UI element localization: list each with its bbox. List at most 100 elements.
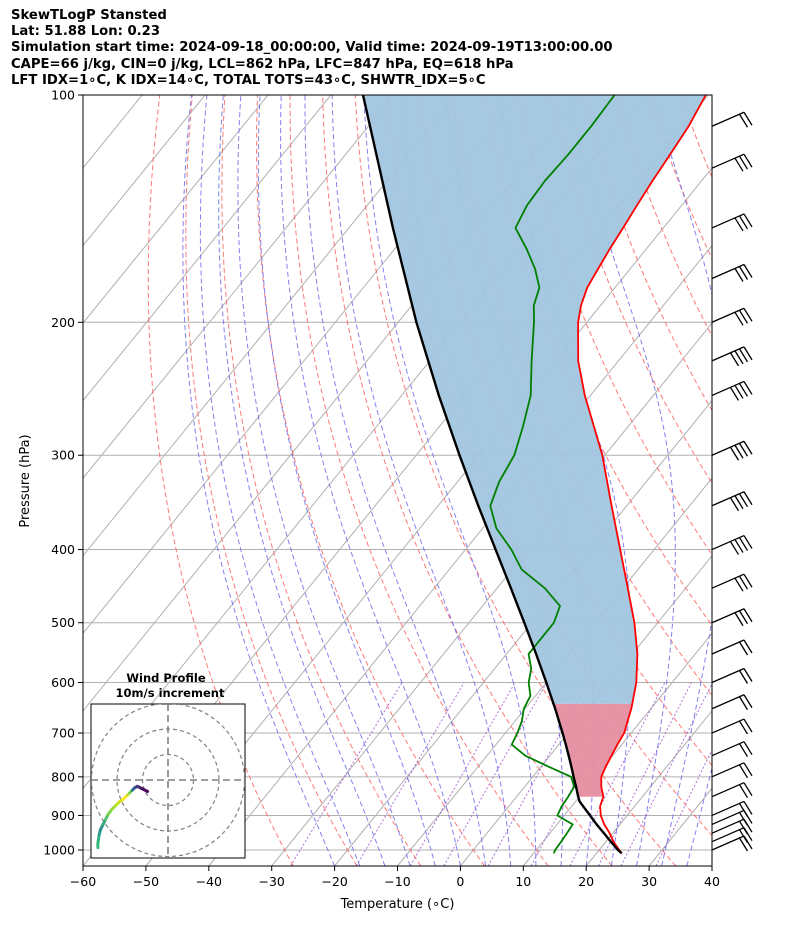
mixing-ratio-line	[409, 682, 516, 866]
barb-flag	[743, 264, 753, 278]
wind-barb	[711, 667, 753, 684]
dry-adiabat	[185, 95, 358, 866]
barb-flag	[743, 801, 753, 815]
isotherm-line	[83, 95, 395, 480]
mixing-ratio-line	[655, 748, 712, 866]
x-tick-label: −50	[133, 874, 159, 889]
barb-flag	[738, 348, 749, 363]
barb-flag	[729, 446, 740, 461]
x-tick-label: −30	[259, 874, 285, 889]
wind-barb	[711, 782, 753, 799]
moist-adiabat	[257, 95, 436, 866]
barb-flag	[729, 541, 740, 555]
isotherm-line	[0, 95, 16, 866]
barb-flag	[743, 608, 753, 623]
barb-flag	[738, 383, 749, 397]
barb-flag	[738, 803, 749, 817]
isotherm-line	[83, 95, 458, 557]
temperature-profile	[577, 95, 707, 854]
barb-staff	[711, 694, 745, 710]
dry-adiabat	[147, 95, 294, 866]
barb-flag	[743, 381, 753, 395]
mixing-ratio-line	[530, 682, 630, 866]
barb-staff	[711, 213, 745, 229]
barb-flag	[743, 307, 753, 322]
wind-barb	[711, 608, 753, 627]
barb-flag	[743, 346, 753, 361]
stability-indices-1: CAPE=66 j/kg, CIN=0 j/kg, LCL=862 hPa, L…	[11, 56, 514, 72]
barb-flag	[734, 217, 744, 232]
barb-flag	[738, 113, 749, 128]
chart-title: SkewTLogP Stansted	[11, 8, 167, 23]
wind-barb	[711, 380, 753, 401]
dry-adiabat	[647, 95, 712, 260]
dry-adiabat	[322, 95, 613, 866]
dry-adiabat	[746, 95, 794, 866]
barb-staff	[711, 263, 745, 280]
barb-flag	[743, 491, 753, 506]
barb-staff	[711, 307, 745, 323]
moist-adiabat	[331, 95, 512, 866]
barb-flag	[734, 268, 744, 282]
dewpoint-profile	[489, 95, 616, 854]
y-tick-label: 600	[51, 675, 75, 690]
isotherm-line	[83, 95, 332, 402]
barb-flag	[738, 610, 749, 625]
barb-flag	[738, 720, 749, 735]
barb-staff	[711, 346, 745, 362]
isotherm-line	[775, 95, 794, 866]
barb-flag	[743, 741, 753, 756]
wind-barb	[711, 491, 753, 512]
y-axis-label: Pressure (hPa)	[18, 434, 33, 527]
moist-adiabat	[182, 95, 336, 866]
barb-flag	[734, 539, 744, 553]
barb-flag	[738, 155, 749, 170]
x-tick-label: 0	[456, 874, 464, 889]
stability-indices-2: LFT IDX=1∘C, K IDX=14∘C, TOTAL TOTS=43∘C…	[11, 72, 486, 88]
barb-staff	[711, 639, 745, 655]
y-tick-label: 900	[51, 808, 75, 823]
wind-barb	[711, 263, 753, 282]
barb-flag	[734, 577, 744, 592]
parcel-profile	[361, 95, 623, 855]
moist-adiabat	[237, 95, 411, 866]
y-tick-label: 100	[51, 88, 75, 103]
barb-flag	[734, 157, 744, 172]
x-tick-label: −60	[70, 874, 96, 889]
y-tick-label: 300	[51, 448, 75, 463]
hodograph-subtitle: 10m/s increment	[116, 686, 225, 700]
x-tick-label: 40	[704, 874, 720, 889]
barb-staff	[711, 667, 745, 684]
hodograph-segment	[143, 788, 150, 793]
mixing-ratio-line	[443, 682, 548, 866]
axes: −60 −50 −40 −30 −20 −10 0 10 20 30 40 1000 900 800 700…	[43, 88, 720, 890]
barb-staff	[711, 782, 745, 798]
wind-barb	[711, 741, 753, 758]
barb-flag	[743, 440, 753, 455]
moist-adiabat	[652, 95, 712, 866]
isotherm-line	[83, 95, 269, 324]
moist-adiabat	[280, 95, 461, 866]
y-tick-label: 700	[51, 726, 75, 741]
barb-flag	[743, 718, 753, 733]
barb-flag	[738, 641, 749, 656]
barb-staff	[711, 608, 745, 624]
barb-flag	[738, 493, 749, 508]
barb-flag	[743, 639, 753, 654]
barb-staff	[711, 153, 745, 169]
x-tick-label: −10	[384, 874, 410, 889]
barb-flag	[734, 495, 744, 510]
y-tick-label: 400	[51, 542, 75, 557]
chart-header: SkewTLogP Stansted Lat: 51.88 Lon: 0.23 …	[11, 8, 613, 89]
dry-adiabat	[779, 95, 794, 866]
mixing-ratio-line	[569, 682, 666, 866]
barb-flag	[743, 782, 753, 797]
mixing-ratio-line	[620, 682, 712, 866]
barb-staff	[711, 835, 745, 851]
barb-staff	[711, 818, 745, 834]
x-axis-label: Temperature (∘C)	[340, 897, 455, 912]
barb-flag	[738, 764, 749, 779]
barb-flag	[734, 612, 744, 627]
barb-flag	[738, 670, 749, 684]
wind-barb	[711, 111, 753, 128]
